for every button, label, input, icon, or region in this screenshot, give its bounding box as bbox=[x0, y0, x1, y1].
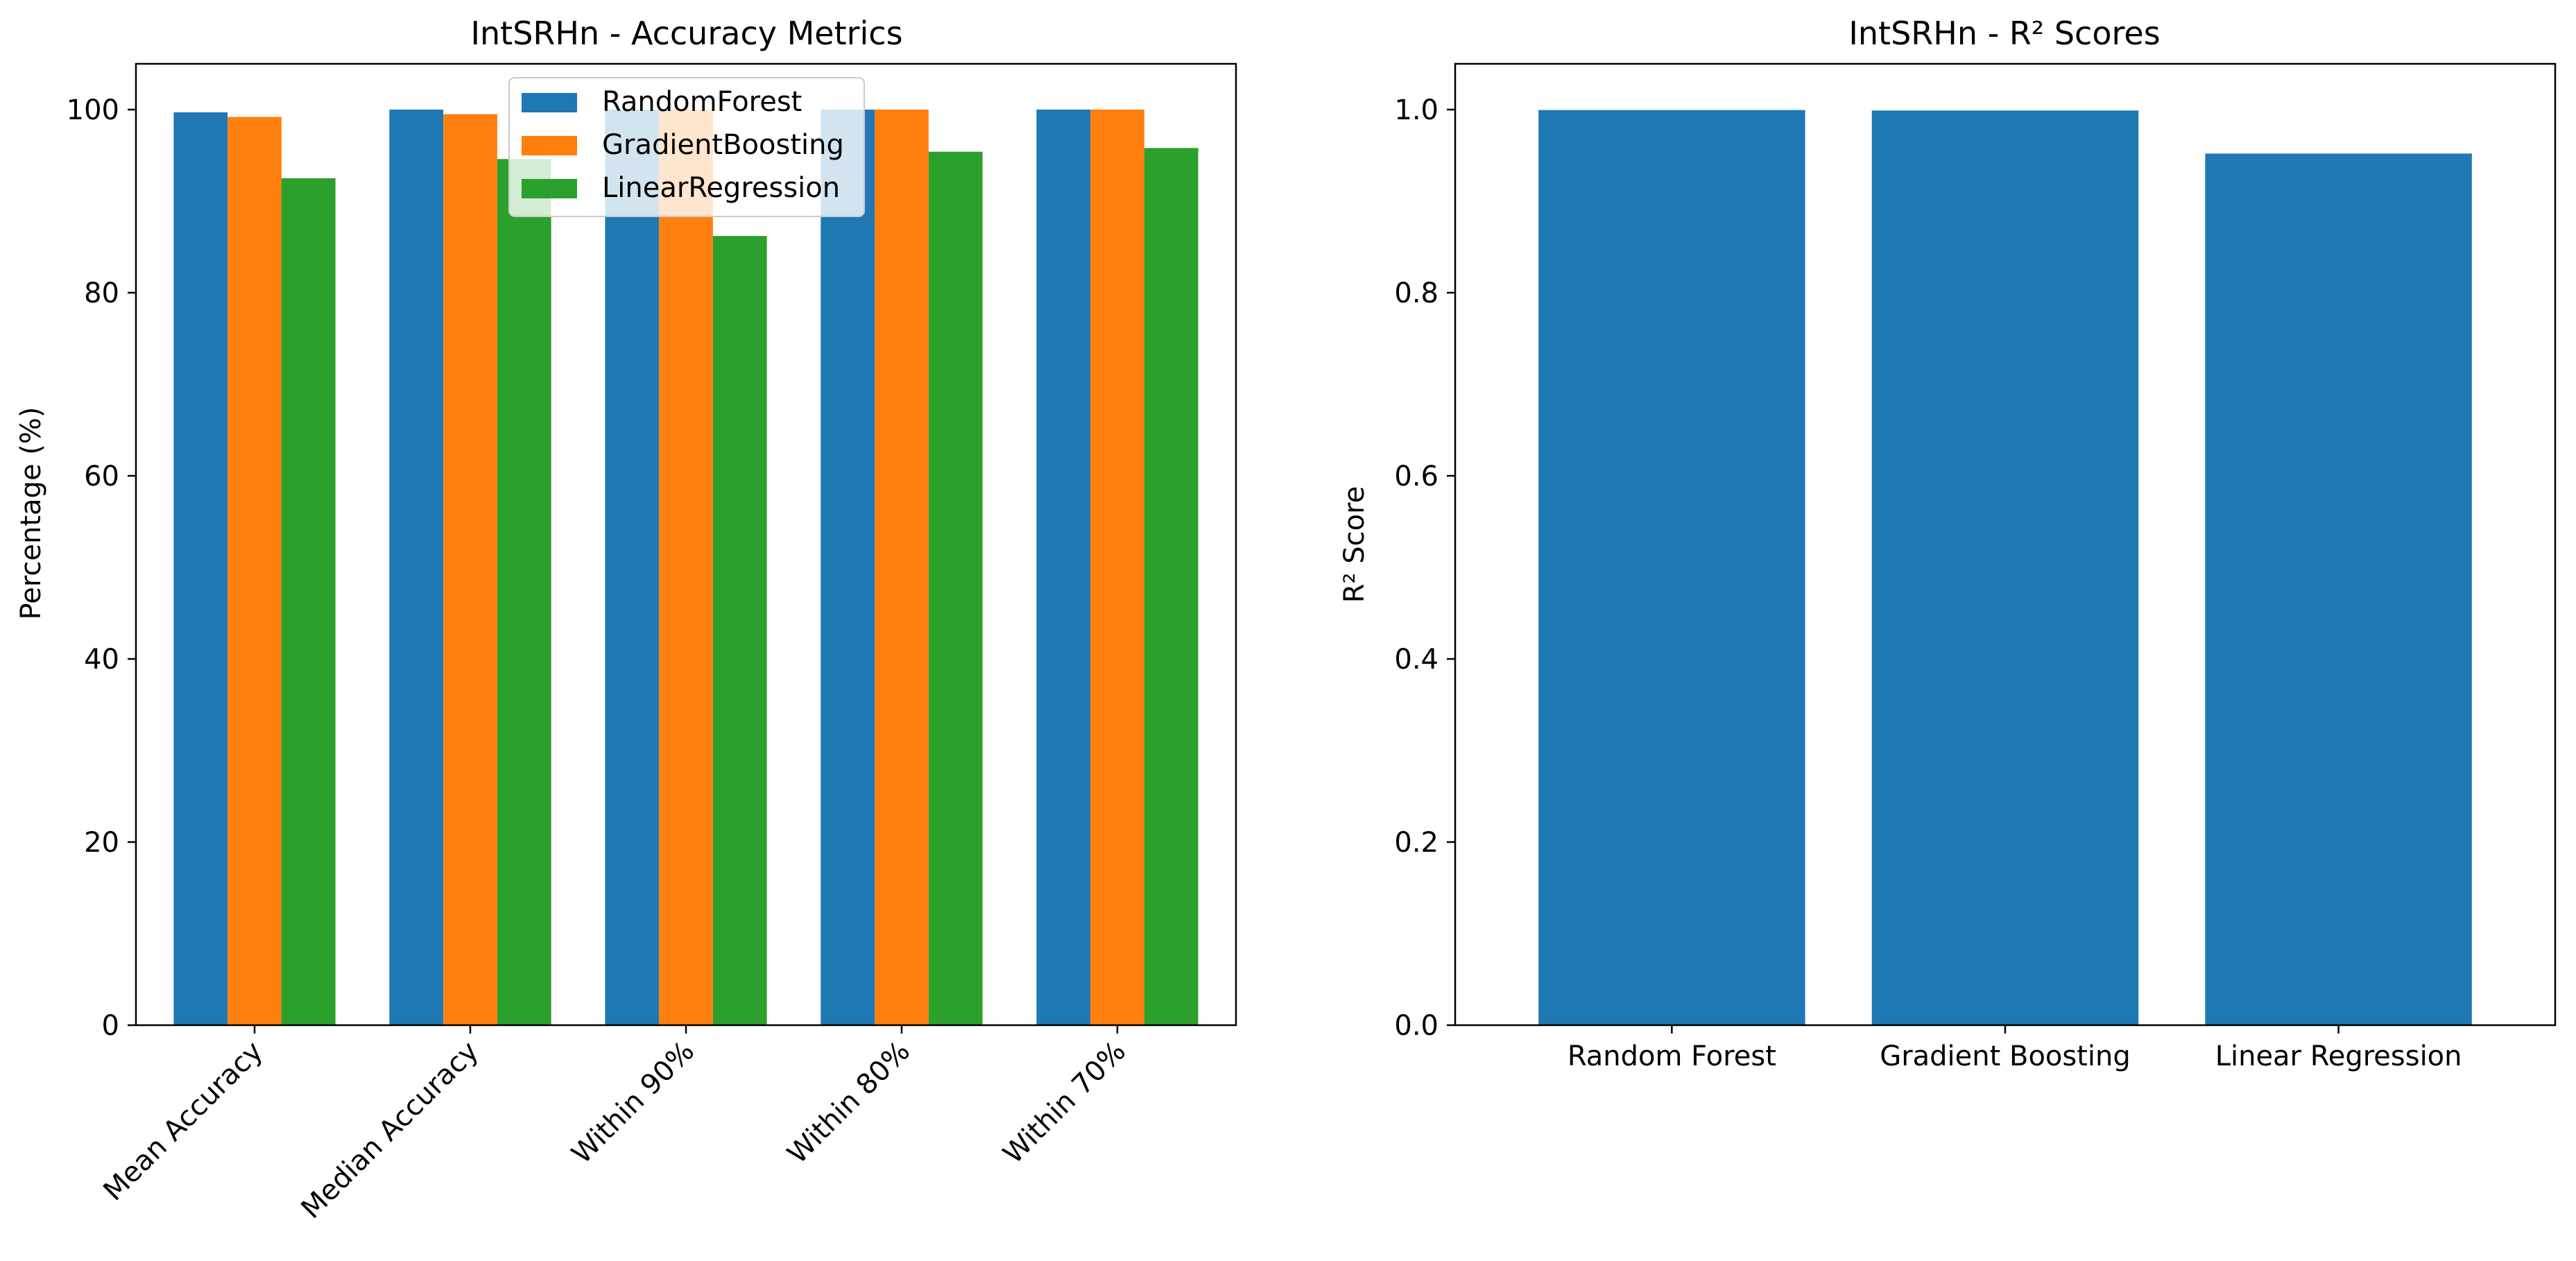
x-axis-ticks: Random Forest Gradient Boosting Linear Reg… bbox=[1568, 1025, 2462, 1072]
plot-frame bbox=[135, 62, 1237, 1027]
accuracy-metrics-chart: IntSRHn - Accuracy Metrics Percentage (%… bbox=[15, 15, 1237, 1225]
bars bbox=[1538, 110, 2472, 1026]
bar-gradientboosting-5 bbox=[1090, 110, 1144, 1025]
x-tick-label: Within 90% bbox=[566, 1036, 701, 1170]
y-axis-ticks: 0.0 0.2 0.4 0.6 0.8 1.0 bbox=[1394, 94, 1455, 1042]
r2-scores-chart: IntSRHn - R² Scores R² Score 0.00.20.40.… bbox=[1339, 15, 2557, 1072]
legend-swatch-linearregression bbox=[522, 179, 577, 198]
bar-linearregression-1 bbox=[281, 178, 336, 1025]
x-axis-ticks: Mean Accuracy Median Accuracy Within 90% Wi… bbox=[97, 1025, 1132, 1225]
y-tick-label: 40 bbox=[84, 644, 119, 676]
legend-label-linearregression: LinearRegression bbox=[602, 172, 840, 204]
legend: RandomForest GradientBoosting LinearRegres… bbox=[508, 77, 865, 217]
y-tick-label: 0.0 bbox=[1394, 1010, 1439, 1042]
y-tick-label: 0 bbox=[102, 1010, 119, 1042]
bar-gradientboosting-2 bbox=[443, 114, 497, 1026]
y-tick-label: 0.6 bbox=[1394, 461, 1439, 492]
y-tick-label: 0.8 bbox=[1394, 277, 1439, 309]
y-tick-label: 0.4 bbox=[1394, 644, 1439, 676]
chart-title: IntSRHn - Accuracy Metrics bbox=[470, 15, 902, 52]
bar-linearregression-3 bbox=[712, 236, 767, 1025]
bar-linear-regression bbox=[2205, 153, 2472, 1026]
x-tick-label: Median Accuracy bbox=[295, 1036, 486, 1226]
legend-box bbox=[508, 77, 865, 217]
bars bbox=[173, 110, 1199, 1026]
x-tick-label: Linear Regression bbox=[2215, 1040, 2462, 1072]
bar-randomforest-2 bbox=[389, 110, 444, 1025]
legend-label-gradientboosting: GradientBoosting bbox=[602, 129, 844, 161]
chart-title: IntSRHn - R² Scores bbox=[1848, 15, 2160, 52]
x-tick-label: Random Forest bbox=[1568, 1040, 1776, 1072]
x-tick-label: Gradient Boosting bbox=[1880, 1040, 2131, 1072]
y-tick-label: 60 bbox=[84, 461, 119, 492]
bar-linearregression-5 bbox=[1144, 148, 1199, 1026]
x-tick-label: Mean Accuracy bbox=[97, 1036, 269, 1208]
x-tick-label: Within 70% bbox=[997, 1036, 1132, 1170]
plot-frame bbox=[1454, 62, 2557, 1027]
bar-gradientboosting-4 bbox=[875, 110, 929, 1025]
bar-randomforest-1 bbox=[173, 112, 228, 1026]
bar-gradient-boosting bbox=[1871, 110, 2139, 1025]
y-tick-label: 80 bbox=[84, 277, 119, 309]
legend-label-randomforest: RandomForest bbox=[602, 86, 802, 118]
bar-random-forest bbox=[1538, 110, 1805, 1025]
bar-randomforest-4 bbox=[821, 110, 875, 1025]
bar-linearregression-4 bbox=[928, 151, 983, 1026]
y-tick-label: 0.2 bbox=[1394, 827, 1439, 859]
bar-linearregression-2 bbox=[497, 159, 551, 1025]
legend-swatch-randomforest bbox=[522, 93, 577, 112]
bar-randomforest-5 bbox=[1036, 110, 1091, 1025]
y-axis-ticks: 0 20 40 60 80 100 bbox=[67, 94, 136, 1042]
x-tick-label: Within 80% bbox=[782, 1036, 916, 1170]
bar-gradientboosting-1 bbox=[227, 117, 282, 1025]
y-axis-label: R² Score bbox=[1339, 486, 1371, 603]
y-tick-label: 1.0 bbox=[1394, 94, 1439, 126]
y-axis-label: Percentage (%) bbox=[15, 407, 47, 620]
bar-randomforest-3 bbox=[605, 110, 660, 1025]
y-tick-label: 100 bbox=[67, 94, 119, 126]
bar-gradientboosting-3 bbox=[659, 110, 713, 1025]
legend-swatch-gradientboosting bbox=[522, 136, 577, 155]
y-tick-label: 20 bbox=[84, 827, 119, 859]
